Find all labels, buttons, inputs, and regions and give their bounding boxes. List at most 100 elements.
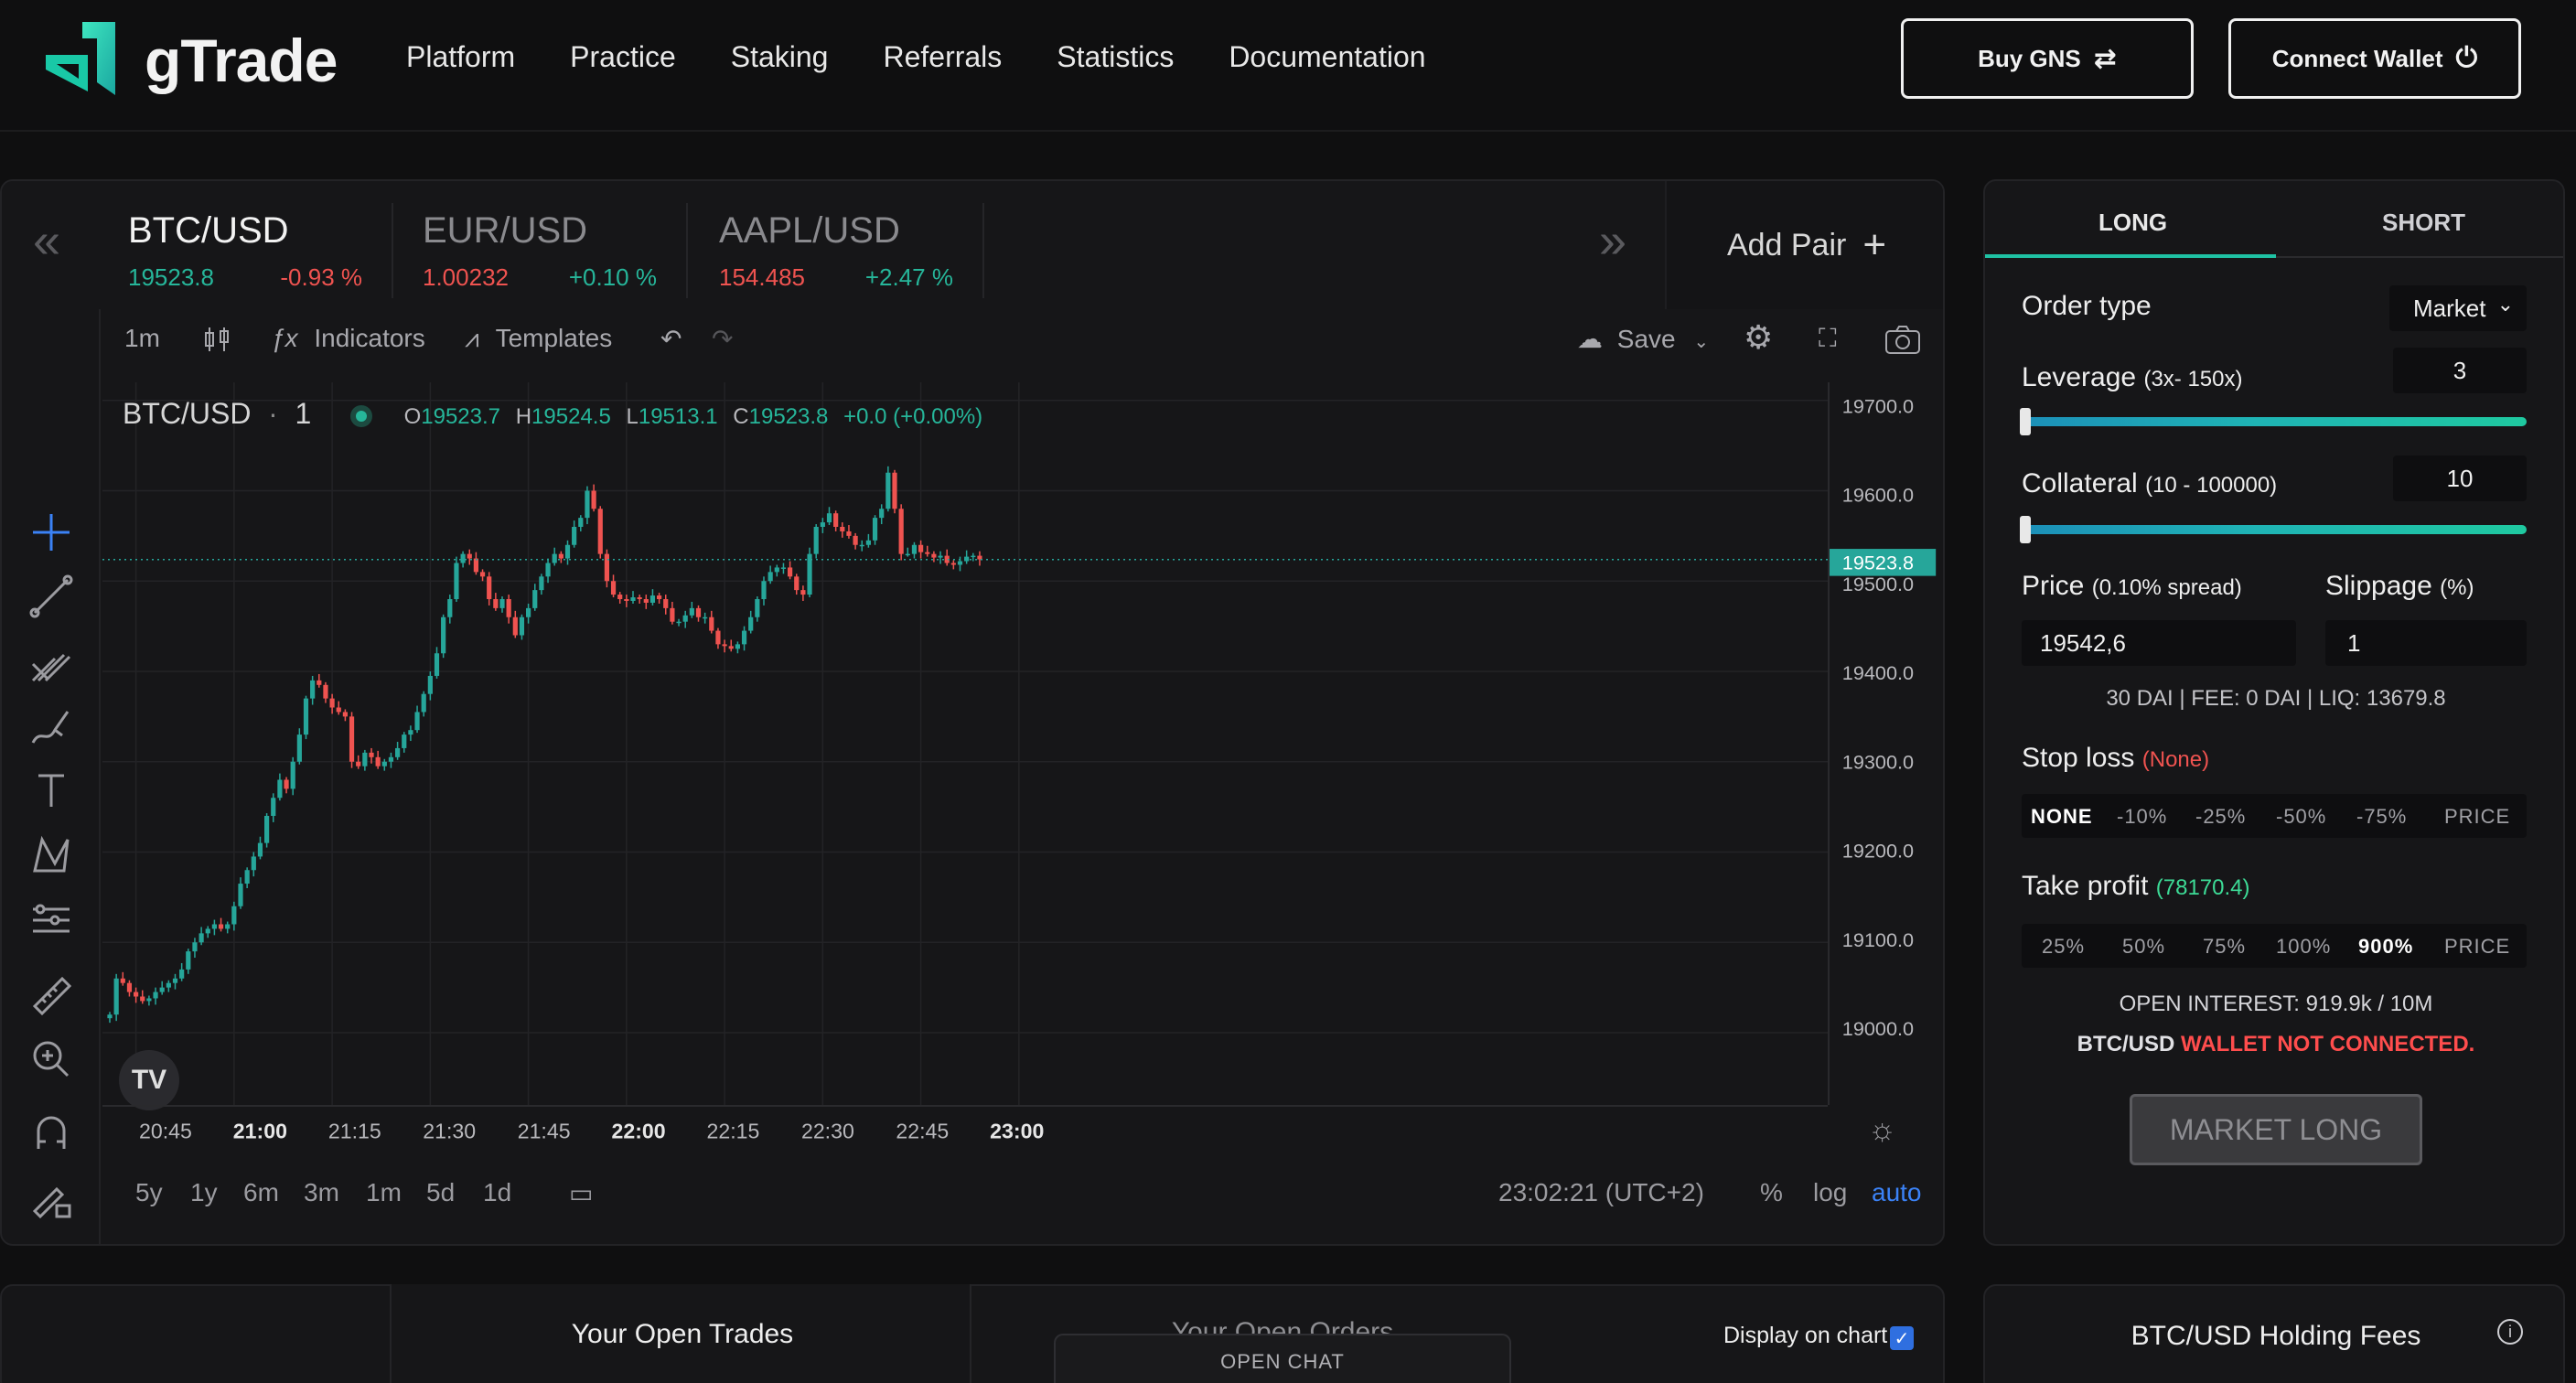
nav-platform[interactable]: Platform bbox=[406, 40, 516, 73]
candle-body bbox=[159, 987, 165, 992]
settings-gear-icon[interactable]: ⚙ bbox=[1744, 318, 1774, 356]
nav-staking[interactable]: Staking bbox=[730, 40, 829, 73]
sl-option-75[interactable]: -75% bbox=[2356, 805, 2408, 828]
lock-drawings-icon[interactable] bbox=[27, 1174, 75, 1222]
tp-option-100[interactable]: 100% bbox=[2276, 935, 2332, 958]
nav-documentation[interactable]: Documentation bbox=[1229, 40, 1426, 73]
tp-option-25[interactable]: 25% bbox=[2042, 935, 2086, 958]
leverage-slider[interactable] bbox=[2020, 408, 2527, 435]
display-on-chart-checkbox[interactable]: ✓ bbox=[1890, 1326, 1914, 1350]
range-5y[interactable]: 5y bbox=[135, 1178, 163, 1206]
trend-line-icon[interactable] bbox=[27, 573, 75, 620]
sl-option-50[interactable]: -50% bbox=[2276, 805, 2327, 828]
candle-body bbox=[964, 556, 970, 562]
candle-body bbox=[441, 616, 446, 654]
candle-body bbox=[898, 509, 904, 554]
range-1y[interactable]: 1y bbox=[190, 1178, 218, 1206]
buy-gns-label: Buy GNS bbox=[1978, 44, 2081, 72]
candle-body bbox=[134, 992, 139, 997]
axis-settings-icon[interactable]: ☼ bbox=[1868, 1112, 1897, 1147]
open-chat-button[interactable]: OPEN CHAT bbox=[1054, 1334, 1511, 1383]
tp-option-900[interactable]: 900% bbox=[2358, 935, 2414, 958]
add-pair-button[interactable]: Add Pair + bbox=[1665, 181, 1943, 309]
range-6m[interactable]: 6m bbox=[243, 1178, 279, 1206]
text-icon[interactable] bbox=[27, 767, 75, 814]
collateral-slider-handle[interactable] bbox=[2020, 516, 2031, 543]
legend-h-label: H bbox=[515, 404, 532, 429]
sl-option-price[interactable]: PRICE bbox=[2444, 805, 2511, 828]
tradingview-logo-icon[interactable]: TV bbox=[119, 1050, 179, 1110]
nav-practice[interactable]: Practice bbox=[570, 40, 676, 73]
candle-body bbox=[597, 509, 603, 554]
magnet-icon[interactable] bbox=[27, 1109, 75, 1156]
interval-selector[interactable]: 1m bbox=[124, 324, 160, 352]
log-scale-toggle[interactable]: log bbox=[1813, 1178, 1848, 1206]
nav-statistics[interactable]: Statistics bbox=[1057, 40, 1175, 73]
candle-body bbox=[192, 942, 198, 952]
indicators-button[interactable]: ƒx Indicators bbox=[271, 324, 425, 353]
pair-tab-eur-usd[interactable]: EUR/USD 1.00232 +0.10 % bbox=[393, 203, 688, 298]
leverage-slider-handle[interactable] bbox=[2020, 408, 2031, 435]
collateral-input[interactable]: 10 bbox=[2393, 456, 2527, 501]
tp-option-75[interactable]: 75% bbox=[2203, 935, 2247, 958]
order-type-select[interactable]: Market ⌄ bbox=[2389, 285, 2527, 331]
brush-icon[interactable] bbox=[27, 702, 75, 750]
info-icon[interactable]: i bbox=[2497, 1319, 2523, 1345]
collateral-slider[interactable] bbox=[2020, 516, 2527, 543]
range-5d[interactable]: 5d bbox=[426, 1178, 456, 1206]
leverage-label-text: Leverage bbox=[2022, 362, 2137, 392]
slippage-input[interactable]: 1 bbox=[2325, 620, 2527, 666]
undo-icon[interactable]: ↶ bbox=[660, 325, 682, 353]
ruler-icon[interactable] bbox=[27, 971, 75, 1019]
save-button[interactable]: ☁ Save ⌄ bbox=[1577, 324, 1709, 354]
fullscreen-icon[interactable]: ⛶ bbox=[1819, 324, 1837, 352]
candle-body bbox=[284, 779, 289, 789]
camera-icon[interactable] bbox=[1884, 324, 1921, 361]
time-axis[interactable]: 20:45 21:00 21:15 21:30 21:45 22:00 22:15 22:30… bbox=[102, 1105, 1828, 1156]
range-3m[interactable]: 3m bbox=[304, 1178, 339, 1206]
connect-wallet-button[interactable]: Connect Wallet ⏻ bbox=[2228, 18, 2521, 99]
gtrade-logo-icon[interactable] bbox=[42, 18, 121, 99]
tp-option-50[interactable]: 50% bbox=[2122, 935, 2166, 958]
pairs-scroll-left-icon[interactable]: « bbox=[33, 213, 61, 268]
crosshair-icon[interactable] bbox=[27, 509, 75, 556]
prediction-icon[interactable] bbox=[27, 896, 75, 944]
date-range-calendar-icon[interactable]: ▭ bbox=[569, 1179, 594, 1207]
sl-option-none[interactable]: NONE bbox=[2031, 805, 2093, 828]
price-input[interactable]: 19542,6 bbox=[2022, 620, 2296, 666]
templates-button[interactable]: ⩘ Templates bbox=[465, 324, 612, 354]
market-long-button[interactable]: MARKET LONG bbox=[2130, 1094, 2422, 1165]
candle-type-icon[interactable] bbox=[201, 324, 232, 361]
redo-icon[interactable]: ↷ bbox=[712, 325, 734, 353]
candle-body bbox=[506, 599, 511, 617]
pairs-scroll-right-icon[interactable]: » bbox=[1599, 213, 1627, 268]
candlestick-chart[interactable] bbox=[102, 382, 1828, 1105]
time-tick-label: 21:45 bbox=[518, 1120, 571, 1143]
candle-body bbox=[460, 553, 466, 563]
brand-name[interactable]: gTrade bbox=[145, 27, 338, 94]
candle-body bbox=[886, 472, 891, 509]
pair-tab-btc-usd[interactable]: BTC/USD 19523.8 -0.93 % bbox=[99, 203, 393, 298]
pitchfork-icon[interactable] bbox=[27, 638, 75, 686]
leverage-input[interactable]: 3 bbox=[2393, 348, 2527, 393]
range-1d[interactable]: 1d bbox=[483, 1178, 512, 1206]
price-axis[interactable]: 19700.0 19600.0 19500.0 19400.0 19300.0 19200… bbox=[1828, 382, 1945, 1105]
range-1m[interactable]: 1m bbox=[366, 1178, 402, 1206]
chart-panel: « BTC/USD 19523.8 -0.93 % EUR/USD 1.0023… bbox=[0, 179, 1945, 1246]
tab-short[interactable]: SHORT bbox=[2382, 209, 2465, 236]
nav-referrals[interactable]: Referrals bbox=[883, 40, 1003, 73]
candle-body bbox=[741, 630, 747, 645]
pattern-icon[interactable] bbox=[27, 831, 75, 878]
sl-option-25[interactable]: -25% bbox=[2195, 805, 2247, 828]
pair-tab-aapl-usd[interactable]: AAPL/USD 154.485 +2.47 % bbox=[690, 203, 984, 298]
tp-option-price[interactable]: PRICE bbox=[2444, 935, 2511, 958]
chart-clock[interactable]: 23:02:21 (UTC+2) bbox=[1498, 1178, 1704, 1206]
candle-body bbox=[931, 553, 937, 558]
tab-long[interactable]: LONG bbox=[2098, 209, 2168, 236]
auto-scale-toggle[interactable]: auto bbox=[1872, 1178, 1922, 1206]
tab-open-trades[interactable]: Your Open Trades bbox=[390, 1284, 971, 1383]
zoom-in-icon[interactable] bbox=[27, 1035, 75, 1083]
buy-gns-button[interactable]: Buy GNS ⇄ bbox=[1901, 18, 2194, 99]
sl-option-10[interactable]: -10% bbox=[2117, 805, 2168, 828]
percent-scale-toggle[interactable]: % bbox=[1760, 1178, 1783, 1206]
